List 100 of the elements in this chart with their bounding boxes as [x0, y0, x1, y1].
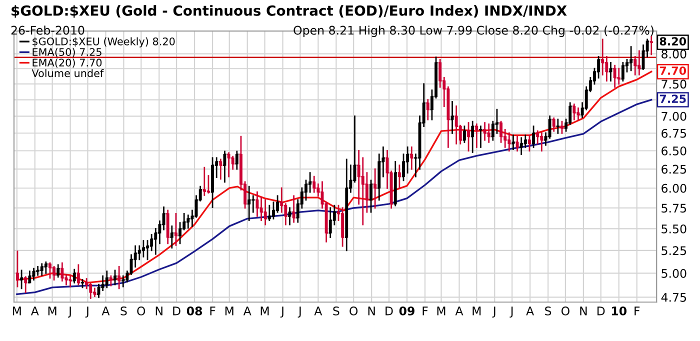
x-tick-label: F	[634, 306, 640, 316]
y-tick-label: 6.25	[662, 164, 686, 174]
y-tick-label: 7.50	[662, 80, 686, 89]
line-series	[16, 70, 652, 284]
x-tick-label: A	[526, 306, 534, 316]
x-tick-label: 09	[399, 306, 414, 316]
legend-label: EMA(20) 7.70	[32, 58, 102, 68]
candlestick	[406, 146, 410, 174]
x-tick-label: J	[85, 306, 88, 318]
x-tick-label: O	[350, 306, 358, 316]
y-tick-label: 6.75	[662, 128, 686, 138]
candlestick	[118, 266, 121, 290]
x-tick-label: M	[48, 306, 56, 316]
candlestick	[142, 240, 145, 258]
x-tick-label: A	[102, 306, 110, 316]
candlestick	[219, 158, 222, 180]
x-tick-label: 10	[612, 306, 627, 316]
y-tick-label: 5.25	[662, 246, 686, 256]
x-tick-label: M	[472, 306, 481, 316]
y-tick-label: 7.00	[662, 112, 686, 121]
candlestick	[76, 264, 80, 286]
candlestick	[28, 270, 32, 284]
candlestick	[248, 186, 251, 222]
candlestick	[341, 207, 344, 247]
candlestick	[487, 124, 490, 143]
candlestick	[105, 270, 108, 288]
candlestick	[398, 164, 401, 189]
y-tick-label: 6.50	[662, 146, 686, 156]
candlestick	[536, 130, 540, 144]
x-tick-label: 08	[186, 306, 202, 316]
x-tick-label: A	[455, 306, 464, 316]
candlestick	[621, 62, 624, 82]
x-tick-label: F	[210, 306, 216, 316]
x-tick-label: N	[156, 306, 162, 316]
x-tick-label: S	[120, 306, 127, 316]
x-tick-label: A	[243, 306, 252, 316]
x-tick-label: J	[492, 306, 496, 318]
candlestick	[154, 228, 158, 255]
x-tick-label: N	[368, 306, 375, 316]
candlestick	[24, 276, 28, 293]
candlestick	[613, 64, 616, 88]
candlestick	[454, 106, 458, 144]
candlestick	[268, 204, 271, 222]
legend-label: EMA(50) 7.25	[32, 48, 102, 58]
candlestick	[328, 207, 332, 238]
candlestick	[202, 166, 206, 196]
x-tick-label: A	[30, 306, 39, 316]
line-series	[16, 98, 652, 296]
annotation: Volume undef	[32, 69, 104, 78]
y-tick-label: 5.50	[662, 224, 686, 234]
x-tick-label: A	[314, 306, 322, 316]
legend-label: $GOLD:$XEU (Weekly) 8.20	[32, 37, 175, 48]
x-tick-label: J	[510, 306, 513, 318]
candlestick	[170, 226, 174, 248]
y-tick-label: 5.00	[662, 268, 686, 278]
annotation: 7.25	[660, 94, 686, 103]
x-tick-label: D	[386, 306, 393, 316]
candlestick	[227, 152, 230, 178]
candlestick	[426, 99, 430, 120]
candlestick	[40, 263, 44, 276]
x-tick-label: F	[422, 306, 428, 316]
candlestick	[166, 210, 170, 244]
candlestick	[471, 120, 474, 153]
x-tick-label: J	[298, 306, 301, 318]
candlestick	[450, 101, 454, 134]
candlestick	[312, 176, 316, 193]
y-tick-label: 5.75	[662, 204, 686, 213]
x-tick-label: M	[260, 306, 269, 316]
candlestick	[288, 207, 292, 226]
candlestick	[520, 137, 523, 156]
x-tick-label: N	[580, 306, 587, 316]
x-tick-label: D	[173, 306, 180, 316]
candlestick	[235, 150, 238, 170]
candlestick	[508, 132, 511, 152]
y-tick-label: 6.00	[662, 184, 686, 193]
candlestick	[264, 199, 267, 226]
candlestick	[572, 104, 576, 120]
candlestick	[524, 134, 527, 148]
y-tick-label: 4.75	[661, 293, 686, 302]
annotation: 7.70	[660, 66, 686, 75]
x-tick-label: M	[12, 306, 21, 316]
x-tick-label: J	[68, 306, 71, 318]
annotation: Open 8.21 High 8.30 Low 7.99 Close 8.20 Chg -0.02 (-0.27%)	[294, 26, 654, 37]
candlestick	[634, 56, 637, 76]
annotation: 8.20	[660, 37, 686, 46]
candlestick	[601, 38, 604, 76]
x-tick-label: S	[333, 306, 340, 316]
x-tick-label: J	[280, 306, 284, 318]
candlestick	[68, 275, 72, 288]
candlestick	[552, 117, 556, 132]
candlestick	[72, 268, 76, 284]
candlestick	[540, 132, 544, 152]
x-tick-label: D	[597, 306, 605, 316]
x-tick-label: O	[561, 306, 570, 316]
chart-title: $GOLD:$XEU (Gold - Continuous Contract (EOD)/Euro Index) INDX/INDX	[12, 5, 567, 18]
x-tick-label: O	[137, 306, 146, 316]
candlestick	[345, 158, 348, 252]
candlestick	[60, 262, 64, 282]
candlestick	[56, 264, 60, 278]
x-tick-label: M	[437, 306, 446, 316]
